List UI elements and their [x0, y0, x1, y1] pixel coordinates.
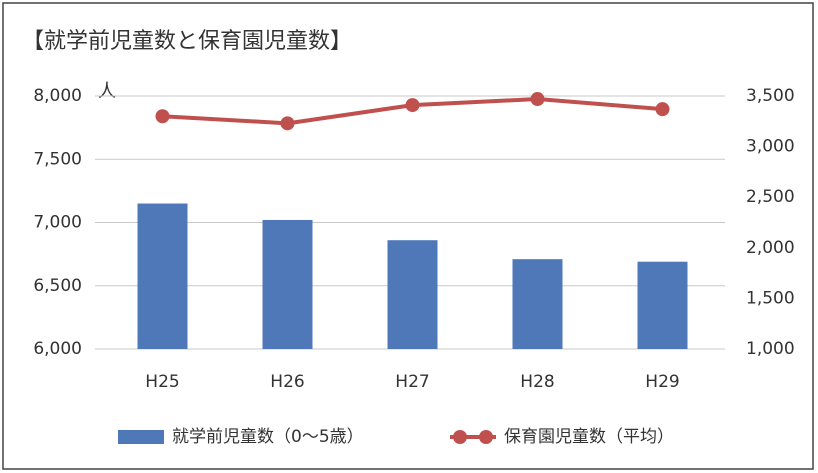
chart-title: 【就学前児童数と保育園児童数】: [22, 29, 352, 54]
bar: [387, 240, 438, 349]
bar: [262, 219, 313, 349]
y-tick-label: 8,000: [33, 86, 82, 106]
x-tick-label: H29: [645, 372, 679, 392]
line-point: [155, 109, 170, 124]
bar: [137, 203, 188, 349]
y-tick-label: 6,000: [33, 339, 82, 359]
legend-swatch-point: [453, 430, 467, 444]
line-point: [655, 102, 670, 117]
y2-tick-label: 2,000: [746, 238, 795, 258]
y2-tick-label: 1,000: [746, 339, 795, 359]
y-tick-label: 6,500: [33, 276, 82, 296]
x-tick-label: H25: [145, 372, 179, 392]
y2-tick-label: 1,500: [746, 288, 795, 308]
y-tick-label: 7,500: [33, 149, 82, 169]
line-point: [280, 116, 295, 131]
x-tick-label: H26: [270, 372, 304, 392]
legend-label: 就学前児童数（0～5歳）: [172, 427, 364, 447]
legend-label: 保育園児童数（平均）: [504, 427, 674, 447]
y-axis-label: 人: [98, 81, 116, 102]
x-tick-label: H27: [395, 372, 429, 392]
line-point: [405, 98, 420, 113]
bar: [512, 259, 563, 349]
legend-swatch: [118, 430, 164, 444]
legend-swatch-point: [479, 430, 493, 444]
x-tick-label: H28: [520, 372, 554, 392]
y2-tick-label: 3,500: [746, 86, 795, 106]
y2-tick-label: 3,000: [746, 137, 795, 157]
line-point: [530, 92, 545, 107]
y2-tick-label: 2,500: [746, 187, 795, 207]
y-tick-label: 7,000: [33, 213, 82, 233]
bar: [637, 261, 688, 349]
